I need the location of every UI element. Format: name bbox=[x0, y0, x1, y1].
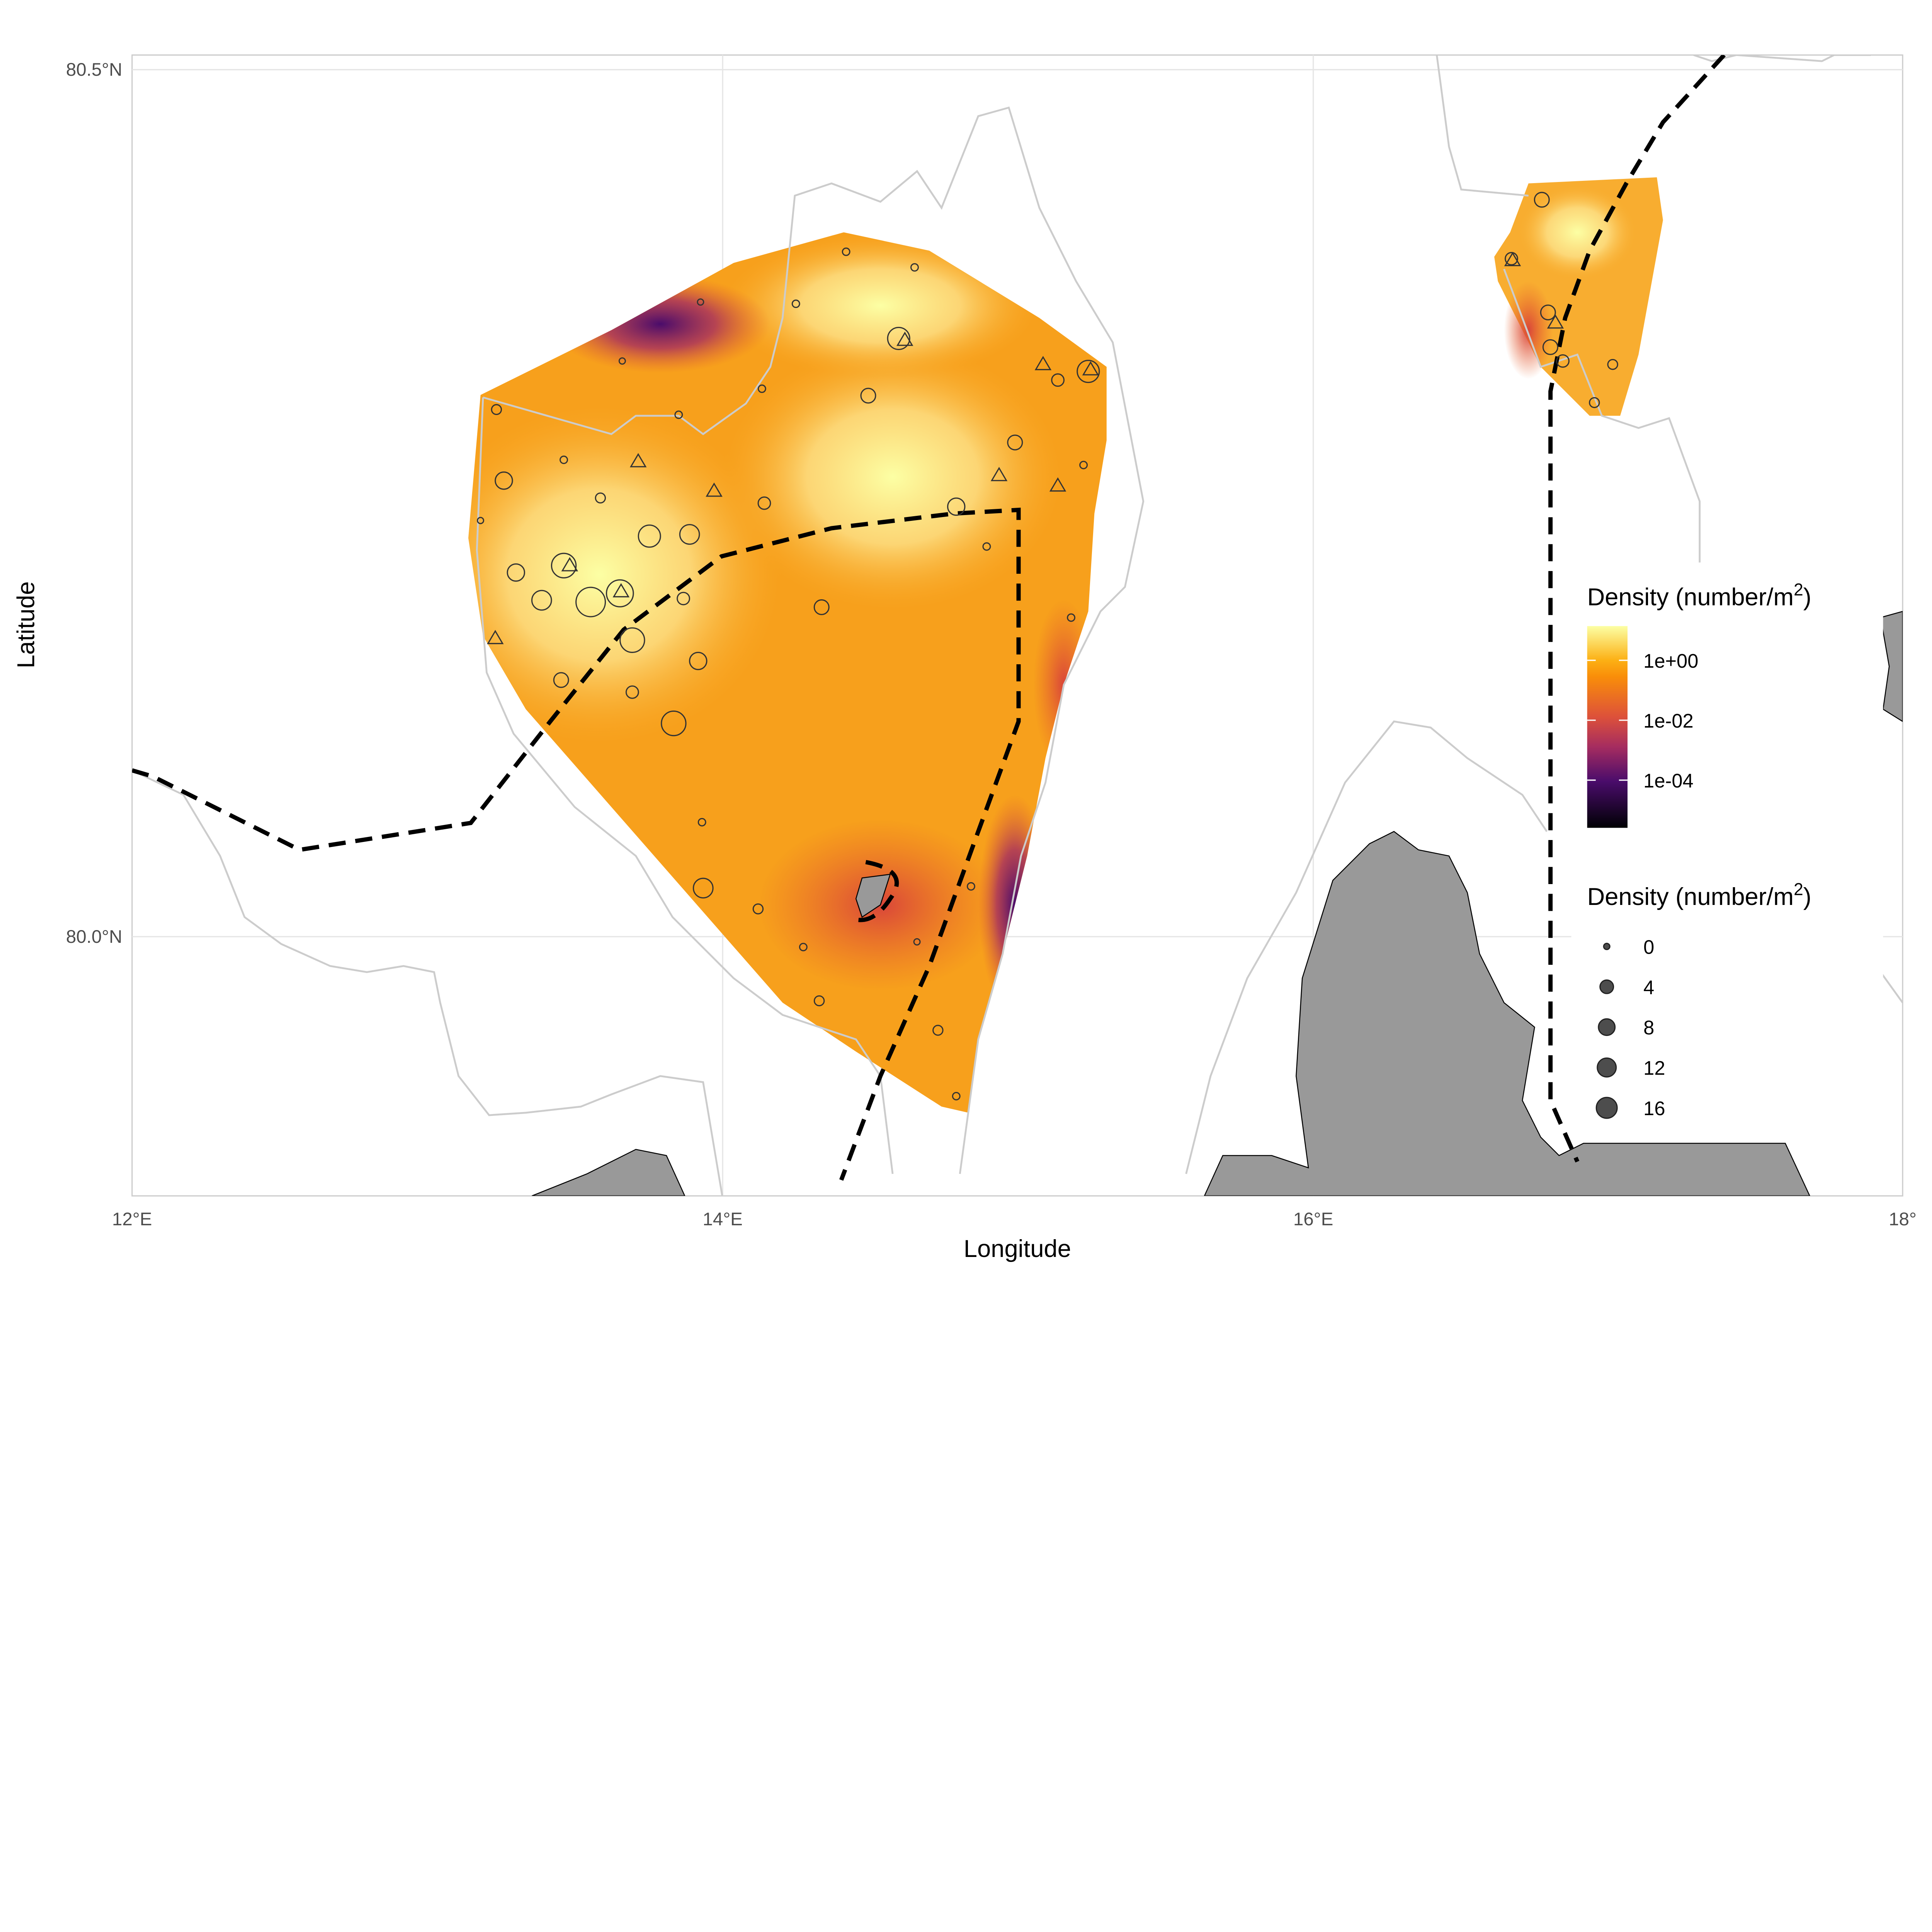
colorbar-label: 1e-02 bbox=[1643, 710, 1693, 732]
survey-point-circle bbox=[982, 542, 991, 551]
colorbar-label: 1e-04 bbox=[1643, 770, 1693, 792]
size-legend-title: Density (number/m2) bbox=[1587, 880, 1811, 910]
survey-point-circle bbox=[1540, 304, 1556, 321]
survey-point-triangle bbox=[561, 557, 578, 571]
boundary-lines bbox=[132, 55, 1726, 1181]
size-legend-key bbox=[1599, 979, 1614, 994]
survey-point-circle bbox=[575, 587, 606, 617]
survey-point-circle bbox=[477, 517, 485, 524]
survey-point-circle bbox=[697, 298, 704, 306]
survey-point-circle bbox=[860, 388, 876, 404]
survey-point-circle bbox=[1067, 613, 1076, 622]
size-legend-key bbox=[1595, 1097, 1618, 1119]
color-legend-title: Density (number/m2) bbox=[1587, 580, 1811, 611]
survey-point-triangle bbox=[612, 583, 630, 597]
density-map: 12°E 14°E 16°E 18° Longitude 80.0°N 80.5… bbox=[13, 54, 1917, 1262]
survey-point-circle bbox=[757, 496, 771, 510]
y-tick-label: 80.0°N bbox=[66, 927, 122, 947]
survey-point-circle bbox=[1007, 434, 1023, 451]
survey-point-circle bbox=[910, 263, 919, 272]
survey-point-triangle bbox=[706, 482, 723, 497]
survey-point-circle bbox=[595, 492, 606, 503]
x-axis-title: Longitude bbox=[964, 1235, 1071, 1262]
legends: Density (number/m2) 1e+00 1e-02 1e-04 De… bbox=[1571, 562, 1883, 1138]
survey-point-circle bbox=[947, 497, 966, 516]
survey-point-triangle bbox=[487, 630, 504, 645]
survey-point-circle bbox=[551, 553, 577, 578]
survey-point-circle bbox=[618, 357, 626, 365]
survey-point-circle bbox=[679, 524, 700, 545]
survey-point-circle bbox=[966, 882, 975, 891]
survey-point-circle bbox=[1079, 461, 1088, 469]
survey-point-circle bbox=[1505, 252, 1518, 265]
survey-point-circle bbox=[842, 247, 850, 256]
survey-point-circle bbox=[813, 599, 830, 615]
survey-point-triangle bbox=[990, 467, 1008, 481]
size-legend-key bbox=[1603, 942, 1611, 950]
x-tick-label: 18° bbox=[1889, 1209, 1917, 1230]
survey-point-circle bbox=[674, 410, 683, 419]
y-axis: 80.0°N 80.5°N Latitude bbox=[13, 60, 122, 947]
colorbar bbox=[1587, 626, 1628, 828]
survey-point-circle bbox=[507, 563, 526, 582]
survey-point-circle bbox=[791, 299, 800, 308]
survey-point-circle bbox=[661, 710, 687, 736]
survey-point-circle bbox=[619, 627, 645, 653]
survey-point-circle bbox=[625, 685, 639, 699]
survey-point-circle bbox=[692, 878, 714, 899]
survey-point-circle bbox=[932, 1025, 944, 1036]
survey-point-triangle bbox=[629, 453, 647, 468]
y-tick-label: 80.5°N bbox=[66, 60, 122, 80]
survey-point-circle bbox=[752, 903, 764, 915]
survey-point-circle bbox=[799, 942, 808, 951]
survey-points bbox=[477, 192, 1618, 1100]
x-tick-label: 12°E bbox=[112, 1209, 152, 1230]
survey-point-circle bbox=[560, 456, 568, 464]
size-legend-label: 0 bbox=[1643, 936, 1654, 958]
survey-point-circle bbox=[1542, 339, 1558, 355]
survey-point-circle bbox=[887, 327, 910, 350]
size-legend-key bbox=[1598, 1018, 1616, 1036]
survey-point-triangle bbox=[1504, 252, 1521, 266]
survey-point-circle bbox=[1534, 192, 1550, 208]
size-legend-key bbox=[1597, 1057, 1617, 1078]
x-tick-label: 16°E bbox=[1293, 1209, 1333, 1230]
size-legend-label: 12 bbox=[1643, 1057, 1665, 1079]
size-legend-label: 8 bbox=[1643, 1017, 1654, 1039]
survey-point-circle bbox=[697, 818, 706, 827]
survey-point-circle bbox=[491, 404, 502, 415]
survey-point-circle bbox=[531, 590, 552, 611]
land bbox=[532, 611, 1903, 1196]
survey-point-circle bbox=[1607, 359, 1618, 370]
survey-point-circle bbox=[1051, 373, 1065, 387]
survey-point-circle bbox=[952, 1092, 961, 1100]
survey-point-triangle bbox=[896, 332, 913, 346]
survey-point-circle bbox=[677, 592, 690, 605]
survey-point-triangle bbox=[1049, 477, 1066, 492]
size-legend-label: 16 bbox=[1643, 1097, 1665, 1119]
survey-point-circle bbox=[1077, 360, 1100, 383]
small-land-patch bbox=[855, 874, 891, 918]
survey-point-circle bbox=[1589, 397, 1600, 408]
survey-point-circle bbox=[1556, 354, 1570, 368]
x-tick-label: 14°E bbox=[703, 1209, 743, 1230]
survey-point-circle bbox=[553, 672, 569, 688]
survey-point-circle bbox=[638, 524, 661, 548]
survey-point-circle bbox=[495, 471, 513, 490]
colorbar-label: 1e+00 bbox=[1643, 650, 1698, 672]
survey-point-circle bbox=[913, 938, 921, 946]
x-axis: 12°E 14°E 16°E 18° Longitude bbox=[112, 1209, 1917, 1262]
survey-point-circle bbox=[605, 579, 634, 607]
survey-point-triangle bbox=[1034, 356, 1052, 371]
survey-point-triangle bbox=[1547, 314, 1564, 329]
survey-point-circle bbox=[757, 384, 766, 393]
survey-point-triangle bbox=[1082, 361, 1099, 376]
size-legend-label: 4 bbox=[1643, 976, 1654, 998]
y-axis-title: Latitude bbox=[13, 581, 40, 668]
survey-point-circle bbox=[813, 995, 825, 1007]
survey-point-circle bbox=[689, 651, 707, 670]
